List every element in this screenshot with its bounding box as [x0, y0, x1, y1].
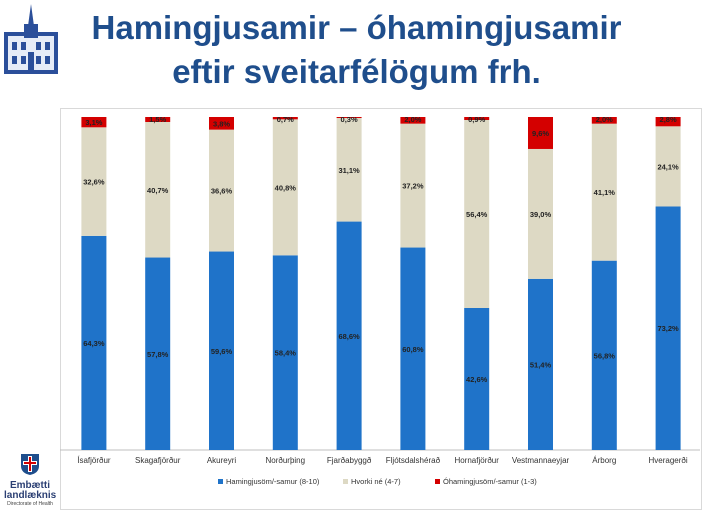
bar-segment [145, 121, 171, 258]
chart-title-line1: Hamingjusamir – óhamingjusamir [91, 9, 622, 46]
category-label: Skagafjörður [135, 456, 181, 465]
data-label: 3,1% [85, 118, 102, 127]
bar-segment [272, 255, 298, 450]
data-label: 0,7% [277, 115, 294, 124]
data-label: 32,6% [83, 178, 105, 187]
category-label: Hornafjörður [454, 456, 499, 465]
data-label: 41,1% [594, 188, 616, 197]
data-label: 37,2% [402, 182, 424, 191]
bar-segment [464, 120, 490, 308]
legend-swatch [343, 479, 348, 484]
bar-segment [81, 117, 107, 128]
bar-segment [145, 117, 171, 122]
bar-segment [591, 123, 617, 261]
data-label: 2,0% [404, 115, 421, 124]
category-label: Akureyri [207, 456, 237, 465]
bar-segment [464, 117, 490, 120]
bar-segment [528, 148, 553, 279]
bar-segment [591, 117, 617, 124]
data-label: 68,6% [338, 332, 360, 341]
bar-segment [655, 126, 681, 207]
data-label: 57,8% [147, 350, 169, 359]
data-label: 56,4% [466, 210, 488, 219]
building-logo-icon [4, 4, 58, 74]
bar-segment [272, 119, 298, 256]
data-label: 59,6% [211, 347, 233, 356]
category-label: Norðurþing [266, 456, 306, 465]
bar-segment [591, 260, 617, 450]
category-label: Fljótsdalshérað [386, 456, 441, 465]
data-label: 36,6% [211, 187, 233, 196]
bar-segment [400, 247, 426, 450]
bar-segment [655, 206, 681, 450]
data-label: 3,8% [213, 119, 230, 128]
data-label: 40,7% [147, 186, 169, 195]
bar-segment [336, 117, 362, 222]
bar-segment [272, 117, 298, 120]
data-label: 0,9% [468, 115, 485, 124]
stacked-bar-chart: 64,3% 32,6% 3,1% Ísafjörður 57,8% 40,7% 1,5% Sk… [60, 115, 700, 486]
data-label: 56,8% [594, 351, 616, 360]
bar-segment [336, 117, 362, 118]
legend-label: Hamingjusöm/-samur (8-10) [226, 477, 320, 486]
legend-label: Hvorki né (4-7) [351, 477, 401, 486]
category-label: Hveragerði [649, 456, 688, 465]
data-label: 24,1% [657, 162, 679, 171]
category-label: Fjarðabyggð [327, 456, 372, 465]
category-label: Árborg [592, 456, 616, 465]
legend-label: Óhamingjusöm/-samur (1-3) [443, 477, 537, 486]
category-label: Ísafjörður [77, 456, 111, 465]
data-label: 40,8% [275, 183, 297, 192]
category-label: Vestmannaeyjar [512, 456, 570, 465]
bar-segment [400, 123, 426, 248]
data-label: 39,0% [530, 210, 552, 219]
legend-swatch [435, 479, 440, 484]
chart-title-line2: eftir sveitarfélögum frh. [172, 53, 541, 90]
data-label: 0,3% [341, 115, 358, 124]
data-label: 64,3% [83, 339, 105, 348]
data-label: 31,1% [338, 166, 360, 175]
bar-segment [209, 129, 234, 252]
bar-segment [400, 117, 426, 124]
footer-logo-line1: Embætti [10, 480, 50, 491]
bar-segment [336, 221, 362, 450]
footer-logo-line2: landlæknis [4, 490, 57, 501]
bar-segment [464, 308, 490, 450]
data-label: 1,5% [149, 115, 166, 124]
data-label: 9,6% [532, 129, 549, 138]
bar-segment [528, 117, 553, 149]
bar-segment [81, 127, 107, 236]
legend-swatch [218, 479, 223, 484]
bar-segment [145, 257, 171, 450]
bar-segment [209, 251, 234, 450]
data-label: 2,8% [660, 115, 677, 124]
bar-segment [209, 117, 234, 130]
data-label: 42,6% [466, 375, 488, 384]
data-label: 58,4% [275, 349, 297, 358]
bar-segment [655, 117, 681, 127]
bar-segment [81, 235, 107, 450]
footer-logo: Embætti landlæknis Directorate of Health [4, 452, 56, 514]
coat-of-arms-icon [21, 454, 39, 475]
bar-segment [528, 278, 553, 450]
data-label: 73,2% [657, 324, 679, 333]
data-label: 2,0% [596, 115, 613, 124]
data-label: 60,8% [402, 345, 424, 354]
data-label: 51,4% [530, 360, 552, 369]
footer-logo-line3: Directorate of Health [7, 501, 53, 507]
